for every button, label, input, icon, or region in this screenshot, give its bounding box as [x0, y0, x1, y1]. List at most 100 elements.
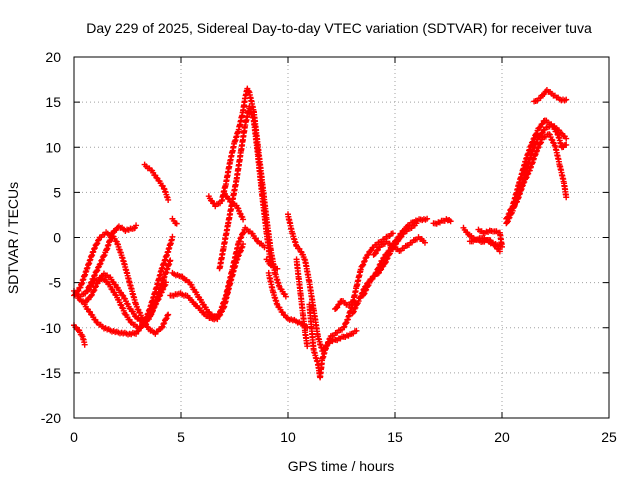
data-point	[133, 222, 140, 229]
data-point	[375, 264, 382, 271]
data-point	[234, 256, 241, 263]
data-point	[529, 138, 536, 145]
data-point	[563, 135, 570, 142]
data-point	[371, 251, 378, 258]
data-point	[504, 214, 511, 221]
data-point	[158, 324, 165, 331]
x-axis-title: GPS time / hours	[288, 458, 395, 474]
data-point	[91, 245, 98, 252]
data-point	[169, 233, 176, 240]
data-point	[354, 301, 361, 308]
data-point	[240, 216, 247, 223]
data-point	[165, 196, 172, 203]
series-arc-14	[265, 269, 311, 331]
data-point	[84, 287, 91, 294]
x-tick-label: 15	[387, 429, 403, 445]
data-point	[359, 262, 366, 269]
data-point	[240, 229, 247, 236]
data-point	[372, 270, 379, 277]
data-point	[101, 252, 108, 259]
data-point	[238, 234, 245, 241]
data-point	[363, 286, 370, 293]
x-tick-label: 20	[494, 429, 510, 445]
data-point	[350, 309, 357, 316]
data-point	[93, 268, 100, 275]
data-point	[531, 135, 538, 142]
data-point	[90, 288, 97, 295]
data-point	[100, 253, 107, 260]
grid-layer	[74, 57, 609, 418]
data-point	[538, 139, 545, 146]
data-point	[538, 121, 545, 128]
data-point	[94, 267, 101, 274]
data-point	[237, 247, 244, 254]
data-point	[233, 257, 240, 264]
data-point	[373, 247, 380, 254]
data-point	[370, 273, 377, 280]
data-point	[352, 304, 359, 311]
series-arc-13	[220, 188, 247, 223]
data-point	[340, 324, 347, 331]
data-point	[235, 252, 242, 259]
data-point	[350, 308, 357, 315]
data-point	[218, 309, 225, 316]
data-point	[240, 241, 247, 248]
data-point	[400, 227, 407, 234]
data-point	[393, 237, 400, 244]
series-arc-22	[370, 234, 428, 258]
data-point	[524, 171, 531, 178]
data-point	[282, 293, 289, 300]
data-point	[361, 290, 368, 297]
data-point	[389, 230, 396, 237]
data-point	[96, 261, 103, 268]
data-point	[91, 273, 98, 280]
series-arc-21	[359, 215, 431, 299]
data-point	[153, 174, 160, 181]
y-tick-label: -20	[41, 410, 61, 426]
data-point	[304, 343, 311, 350]
data-point	[360, 291, 367, 298]
data-point	[351, 305, 358, 312]
data-point	[475, 226, 482, 233]
x-tick-label: 10	[280, 429, 296, 445]
data-point	[274, 265, 281, 272]
data-point	[236, 238, 243, 245]
data-point	[533, 130, 540, 137]
y-axis-title: SDTVAR / TECUs	[5, 182, 21, 294]
series-arc-5	[83, 257, 174, 332]
data-point	[81, 341, 88, 348]
data-point	[235, 253, 242, 260]
data-point	[508, 205, 515, 212]
data-point	[362, 255, 369, 262]
data-point	[88, 292, 95, 299]
data-point	[141, 321, 148, 328]
data-point	[375, 265, 382, 272]
data-point	[505, 211, 512, 218]
data-point	[537, 140, 544, 147]
data-point	[525, 170, 532, 177]
data-point	[536, 124, 543, 131]
data-point	[239, 243, 246, 250]
data-point	[382, 258, 389, 265]
data-point	[364, 283, 371, 290]
series-arc-10	[167, 241, 247, 323]
data-point	[563, 96, 570, 103]
data-point	[91, 245, 98, 252]
data-point	[159, 323, 166, 330]
data-point	[146, 314, 153, 321]
data-point	[376, 261, 383, 268]
data-point	[216, 312, 223, 319]
data-point	[119, 292, 126, 299]
data-point	[238, 244, 245, 251]
data-point	[385, 248, 392, 255]
data-point	[95, 237, 102, 244]
data-point	[87, 283, 94, 290]
data-point	[143, 317, 150, 324]
data-point	[342, 320, 349, 327]
data-point	[540, 91, 547, 98]
series-arc-16	[285, 211, 396, 355]
data-point	[353, 327, 360, 334]
plot-frame	[73, 56, 610, 419]
data-point	[235, 239, 242, 246]
data-point	[362, 287, 369, 294]
